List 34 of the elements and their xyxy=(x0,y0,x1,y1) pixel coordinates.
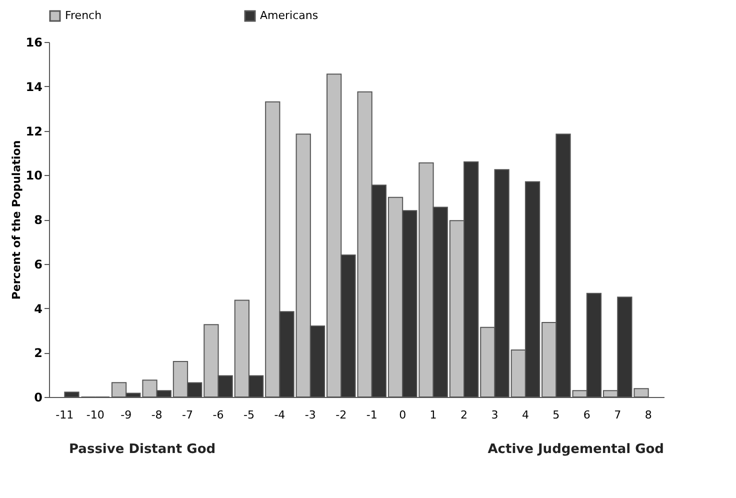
y-tick-label: 2 xyxy=(34,346,42,360)
text: Active Judgemental God xyxy=(488,442,664,457)
x-tick-label: 1 xyxy=(430,408,437,422)
y-tick-label: 4 xyxy=(34,302,42,316)
x-tick-label: -3 xyxy=(304,408,316,422)
y-axis-title: Percent of the Population xyxy=(10,140,23,300)
y-tick-label: 16 xyxy=(26,36,42,50)
x-tick-label: 0 xyxy=(399,408,406,422)
x-tick-label: -8 xyxy=(151,408,162,422)
x-tick-label: -10 xyxy=(86,408,104,422)
y-tick-label: 12 xyxy=(26,124,42,138)
y-tick-label: 8 xyxy=(34,213,42,227)
x-tick-label: 3 xyxy=(491,408,498,422)
x-tick-label: 4 xyxy=(522,408,529,422)
x-tick-label: 8 xyxy=(644,408,652,422)
y-tick-label: 6 xyxy=(34,257,42,272)
x-tick-label: -5 xyxy=(244,408,254,422)
x-tick-label: -6 xyxy=(212,408,224,422)
text: Passive Distant God xyxy=(69,442,216,457)
y-tick-label: 10 xyxy=(26,168,42,183)
x-tick-label: 2 xyxy=(460,408,468,422)
x-tick-label: -1 xyxy=(366,408,378,422)
legend-label: French xyxy=(65,9,102,22)
x-tick-label: -9 xyxy=(120,408,132,422)
x-tick-label: -7 xyxy=(182,408,194,422)
x-tick-label: 5 xyxy=(552,408,560,422)
x-tick-label: 6 xyxy=(583,408,590,422)
legend-label: Americans xyxy=(260,9,318,22)
x-tick-label: -11 xyxy=(56,408,74,422)
x-tick-label: -2 xyxy=(336,408,347,422)
y-tick-label: 14 xyxy=(26,80,42,94)
x-tick-label: -4 xyxy=(274,408,286,422)
y-tick-label: 0 xyxy=(34,390,42,404)
x-tick-label: 7 xyxy=(614,408,622,422)
